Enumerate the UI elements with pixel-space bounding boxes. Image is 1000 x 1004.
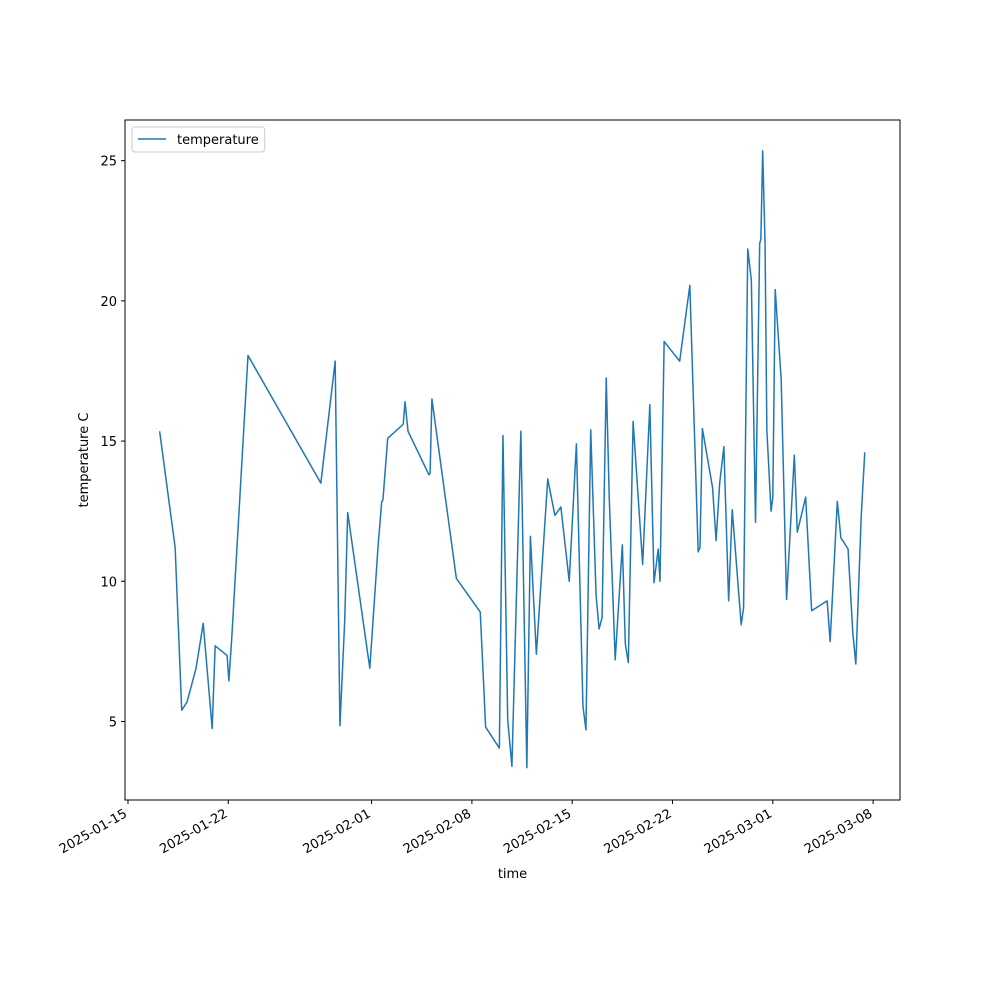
data-line <box>158 150 866 769</box>
x-tick-label: 2025-02-01 <box>301 806 374 857</box>
x-axis-label: time <box>498 867 527 882</box>
y-tick-label: 10 <box>100 575 117 590</box>
legend-box <box>131 126 266 153</box>
x-tick-label: 2025-02-22 <box>602 806 675 857</box>
x-tick-label: 2025-01-15 <box>57 806 130 857</box>
x-tick-label: 2025-03-01 <box>702 806 775 857</box>
x-tick-label: 2025-02-08 <box>401 806 474 857</box>
y-tick-label: 25 <box>100 155 117 170</box>
x-tick-label: 2025-03-08 <box>802 806 875 857</box>
x-tick-label: 2025-01-22 <box>157 806 230 857</box>
y-axis-label: temperature C <box>77 413 92 508</box>
y-tick-label: 15 <box>100 435 117 450</box>
x-tick-label: 2025-02-15 <box>501 806 574 857</box>
legend: temperature <box>131 126 266 153</box>
y-tick-label: 20 <box>100 295 117 310</box>
y-tick-label: 5 <box>109 715 117 730</box>
legend-label: temperature <box>177 133 259 148</box>
plot-frame <box>124 119 901 801</box>
